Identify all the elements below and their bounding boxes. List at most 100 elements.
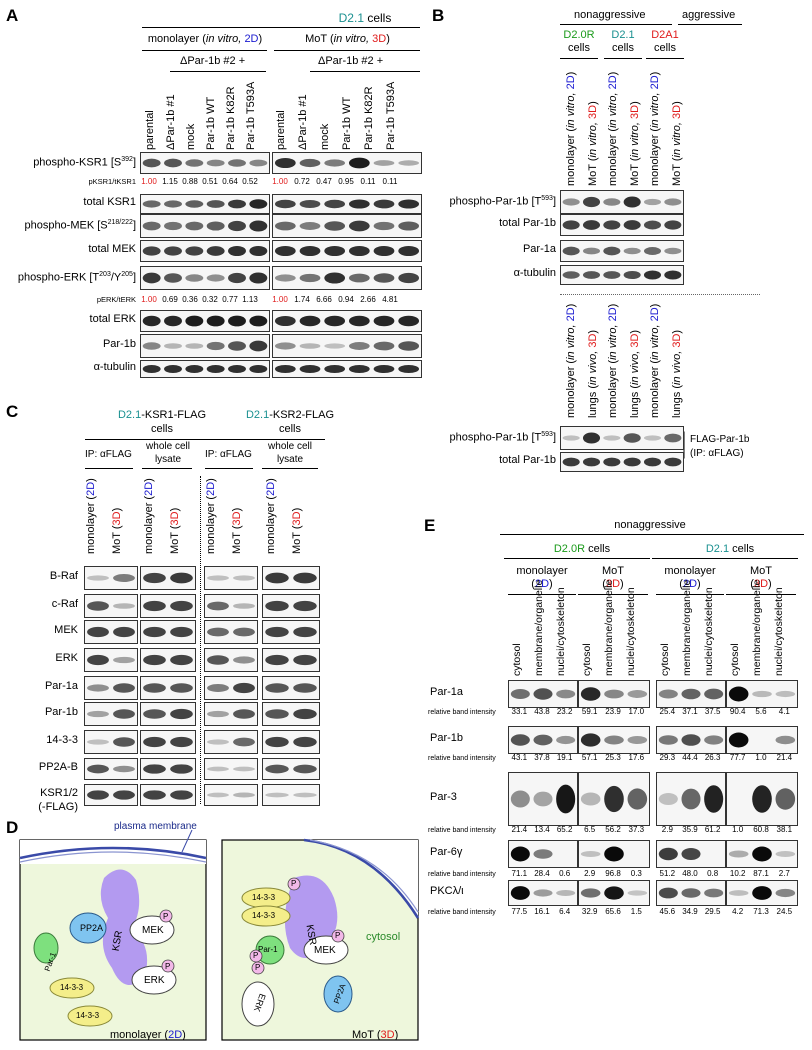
panel-c-lane-pre-2-0: monolayer ( — [205, 495, 217, 554]
panel-a-blot-3d-3-band — [348, 245, 370, 257]
panel-a-lane-3d-1: ΔPar-1b #1 — [297, 94, 309, 150]
panel-e-val-0-3: 59.1 — [581, 707, 598, 716]
panel-c-blot-0-0-band — [87, 575, 109, 581]
panel-e-val-0-0: 33.1 — [511, 707, 528, 716]
panel-e-blot-1-3-bands — [728, 732, 796, 748]
panel-e-blot-2-1 — [578, 772, 650, 826]
panel-e-group-1: D2.1 cells — [656, 544, 804, 555]
panel-c-lane-post-3-0: ) — [265, 478, 277, 482]
panel-c-blot-1-7-band — [143, 764, 166, 774]
panel-a-blot-3d-0-band — [348, 157, 370, 169]
panel-c-blot-2-2-band — [233, 627, 255, 637]
panel-a-blot-3d-4-band — [274, 274, 296, 282]
panel-a-blot-3d-2-band — [324, 221, 346, 231]
panel-a-blot-3d-6-band — [324, 343, 346, 349]
panel-e-blot-2-2 — [656, 772, 726, 826]
panel-e-blot-0-2-band — [658, 689, 678, 699]
panel-a-ratio-label-1: pERK/tERK — [96, 295, 136, 304]
panel-a-blot-3d-5-bands — [274, 315, 420, 327]
panel-d-left-p1: P — [163, 912, 169, 921]
panel-b-blot-top-2-band — [603, 246, 621, 256]
panel-b-lane-bottom-5: lungs (in vivo, 3D) — [671, 329, 683, 418]
panel-b-lane-bottom-dim-4: 2D — [649, 307, 661, 322]
panel-d-left-erk: ERK — [144, 975, 165, 986]
panel-e-val-0-7: 37.1 — [682, 707, 698, 716]
panel-c-blot-3-6-band — [265, 736, 289, 748]
panel-a-group-2d: monolayer (in vitro, 2D) — [147, 33, 263, 45]
panel-d-left-1433b: 14-3-3 — [76, 1011, 100, 1020]
panel-a-blot-3d-6-band — [274, 342, 296, 350]
panel-c-blot-1-7-bands — [143, 764, 193, 774]
panel-a-row-label-7: α-tubulin — [0, 362, 136, 373]
panel-b-lane-bottom-1: lungs (in vivo, 3D) — [587, 329, 599, 418]
panel-c-blot-1-2-bands — [143, 626, 193, 638]
panel-e-blot-0-0-bands — [510, 688, 576, 700]
panel-e-val-0-8: 37.5 — [704, 707, 721, 716]
panel-c-blot-0-4-bands — [87, 683, 135, 693]
panel-c-blot-0-1-band — [87, 601, 109, 611]
panel-e-blot-1-1-bands — [580, 733, 648, 747]
panel-b-blot-top-1-bands — [562, 220, 682, 230]
panel-c-blot-2-0 — [204, 566, 258, 590]
panel-b-blot-top-0-band — [603, 198, 621, 206]
panel-a-blot-2d-4-band — [185, 274, 204, 282]
panel-a-blot-2d-1 — [140, 194, 270, 214]
panel-d-membrane-label: plasma membrane — [114, 821, 197, 832]
panel-e-val-2-4: 56.2 — [605, 825, 621, 834]
panel-e-intensity-label-4: relative band intensity — [428, 909, 496, 916]
panel-d-right-cytosol: cytosol — [366, 931, 401, 943]
panel-e-val-4-7: 34.9 — [682, 907, 698, 916]
panel-c-blot-1-6-bands — [143, 736, 193, 748]
panel-b-lane-bottom-pre-4: monolayer ( — [649, 359, 661, 418]
panel-a-ratio-2d-0-4: 0.64 — [222, 177, 238, 186]
panel-a-blot-2d-4 — [140, 266, 270, 290]
panel-c-lane-pre-1-0: monolayer ( — [143, 495, 155, 554]
panel-e-blot-0-0-band — [533, 688, 553, 700]
panel-a-blot-3d-7-band — [274, 364, 296, 374]
panel-e-val-2-9: 1.0 — [732, 825, 744, 834]
panel-c-blot-2-3 — [204, 648, 258, 672]
panel-c-blot-3-7 — [262, 758, 320, 780]
panel-b-blot-top-1-band — [623, 220, 641, 230]
panel-b-lane-bottom-pre-1: lungs ( — [587, 384, 599, 418]
panel-b-row-bottom-label-0: phospho-Par-1b [T593] — [430, 431, 556, 444]
panel-c-blot-2-5-bands — [207, 709, 255, 719]
panel-c-blot-3-5-band — [293, 708, 317, 720]
panel-b-cellrule-1 — [604, 58, 642, 59]
panel-b-lane-top-pre-0: monolayer ( — [565, 127, 577, 186]
panel-b-lane-bottom-it-0: in vitro, — [565, 324, 577, 360]
panel-e-blot-2-1-bands — [580, 785, 648, 813]
panel-a-row-label-text-1: total KSR1 — [83, 196, 136, 208]
panel-b-blot-top-3-band — [582, 271, 601, 279]
panel-c-blot-0-0-band — [113, 574, 135, 582]
panel-b-lane-bottom-it-1: in vivo, — [587, 350, 599, 385]
panel-e-val-0-9: 90.4 — [729, 707, 746, 716]
panel-b-rule-aggr — [678, 24, 742, 25]
panel-c-blot-3-8-bands — [265, 792, 317, 798]
panel-c-blot-2-4-band — [233, 682, 255, 694]
panel-b-row-top-text-0: phospho-Par-1b [T — [449, 195, 542, 208]
panel-b-blot-top-0-band — [582, 196, 601, 208]
panel-b-blot-top-1 — [560, 214, 684, 236]
panel-c-blot-3-2 — [262, 620, 320, 644]
panel-b-blot-top-2-band — [623, 247, 641, 255]
panel-b-blot-top-2-band — [664, 247, 682, 255]
panel-e-group-0: D2.0R cells — [508, 544, 656, 555]
panel-a-row-label-1: total KSR1 — [0, 197, 136, 208]
panel-c-blot-3-3 — [262, 648, 320, 672]
panel-c-blot-3-2-bands — [265, 626, 317, 638]
panel-e-group-name-0: D2.0R — [553, 543, 586, 555]
panel-e-intensity-label-2: relative band intensity — [428, 827, 496, 834]
panel-b-lane-bottom-dim-5: 3D — [671, 333, 683, 348]
panel-b-blot-top-3-band — [623, 270, 641, 280]
panel-e-blot-0-1-bands — [580, 687, 648, 701]
panel-c-row-label-9: (-FLAG) — [38, 801, 78, 813]
panel-e-blot-3-0-band — [533, 849, 553, 859]
panel-a-blot-3d-5-band — [274, 315, 296, 327]
panel-e-cond-rule-1 — [578, 594, 648, 595]
panel-b-annot-2: (IP: αFLAG) — [690, 448, 744, 459]
panel-c-blot-1-7-band — [170, 764, 193, 774]
panel-e-val-1-7: 44.4 — [682, 753, 698, 762]
panel-c-blot-2-0-bands — [207, 575, 255, 581]
panel-c-blot-0-5-band — [113, 709, 135, 719]
